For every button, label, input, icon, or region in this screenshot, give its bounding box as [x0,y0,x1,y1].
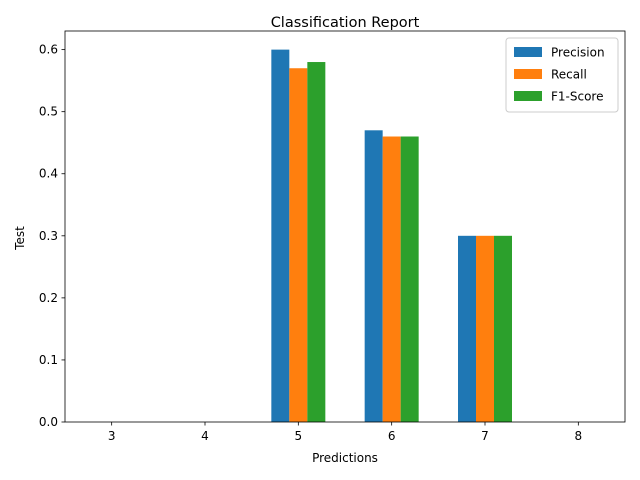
y-tick-label: 0.1 [39,353,58,367]
bar-recall-7 [476,235,494,422]
y-tick-label: 0.0 [39,415,58,429]
legend-swatch-f1-score [514,91,542,101]
y-tick-label: 0.5 [39,105,58,119]
x-tick-label: 3 [108,429,116,443]
y-axis-label: Test [13,226,27,251]
bar-recall-5 [289,68,308,422]
bar-recall-6 [382,136,401,422]
y-tick-label: 0.2 [39,291,58,305]
x-axis-label: Predictions [312,451,378,465]
plot-frame [64,30,626,423]
legend: Precision Recall F1-Score [505,37,619,113]
bar-f1-score-5 [307,62,326,423]
y-tick-label: 0.3 [39,229,58,243]
legend-label-precision: Precision [551,46,605,60]
x-tick-label: 6 [388,429,396,443]
bar-f1-score-7 [494,235,512,422]
x-tick-label: 8 [575,429,583,443]
x-axis: 3 4 5 6 7 8 [108,422,582,443]
x-tick-label: 7 [481,429,489,443]
bar-f1-score-6 [400,136,419,422]
legend-swatch-precision [514,47,542,57]
bar-precision-5 [271,49,290,422]
y-tick-label: 0.4 [39,167,58,181]
chart-title: Classification Report [271,15,420,31]
y-tick-label: 0.6 [39,43,58,57]
bars [271,49,512,423]
x-tick-label: 4 [201,429,209,443]
legend-label-recall: Recall [551,68,587,82]
legend-swatch-recall [514,69,542,79]
legend-label-f1-score: F1-Score [551,90,603,104]
bar-precision-6 [364,130,383,423]
bar-precision-7 [458,235,476,422]
x-tick-label: 5 [295,429,303,443]
y-axis: 0.0 0.1 0.2 0.3 0.4 0.5 0.6 [39,43,65,429]
